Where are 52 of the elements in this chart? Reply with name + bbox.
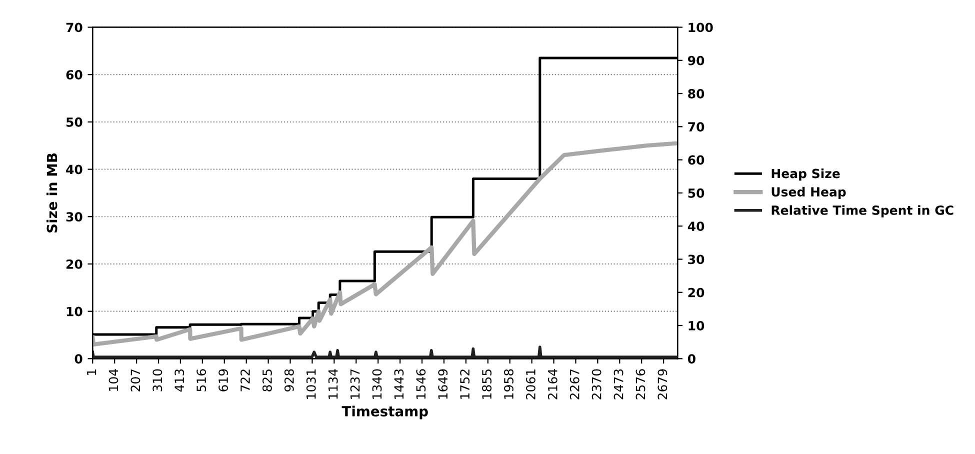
x-tick-label: 1546 — [416, 369, 426, 399]
legend-label: Heap Size — [772, 168, 840, 181]
x-tick-label: 516 — [196, 369, 206, 392]
legend-label: Relative Time Spent in GC — [772, 205, 954, 218]
x-tick-label: 1649 — [438, 369, 448, 399]
y2-tick-label: 10 — [688, 320, 704, 330]
x-tick-label: 310 — [152, 369, 162, 392]
y2-tick-label: 60 — [688, 155, 704, 165]
x-tick-label: 1752 — [460, 370, 470, 399]
x-tick-label: 1031 — [306, 370, 316, 399]
y2-tick-label: 80 — [688, 88, 704, 98]
y-axis-title: Size in MB — [46, 153, 58, 232]
x-tick-label: 2473 — [614, 369, 624, 400]
y-tick-label: 30 — [66, 212, 82, 222]
legend-label: Used Heap — [772, 186, 846, 199]
x-tick-label: 1134 — [328, 369, 338, 399]
y-tick-label: 40 — [66, 164, 82, 174]
y2-tick-label: 0 — [688, 354, 696, 364]
y-tick-label: 20 — [66, 259, 82, 269]
x-tick-label: 1237 — [350, 369, 360, 399]
x-tick-label: 2267 — [570, 369, 580, 400]
x-tick-label: 2679 — [658, 369, 668, 400]
x-tick-label: 619 — [218, 369, 228, 392]
y2-tick-label: 30 — [688, 254, 704, 264]
x-tick-label: 1958 — [504, 369, 514, 399]
y2-tick-label: 40 — [688, 222, 704, 232]
x-tick-label: 207 — [130, 369, 140, 392]
x-tick-label: 2370 — [592, 369, 602, 400]
y-tick-label: 0 — [74, 354, 82, 364]
x-tick-label: 1 — [86, 370, 96, 375]
x-tick-label: 928 — [284, 369, 294, 392]
y2-tick-label: 90 — [688, 56, 704, 66]
x-tick-label: 104 — [108, 369, 118, 391]
y-tick-label: 70 — [66, 22, 82, 32]
y-tick-label: 60 — [66, 70, 82, 80]
x-tick-label: 1855 — [482, 369, 492, 399]
x-tick-label: 1340 — [372, 369, 382, 399]
y2-tick-label: 70 — [688, 122, 704, 132]
x-tick-label: 2061 — [526, 370, 536, 400]
x-tick-label: 1443 — [394, 369, 404, 399]
y2-tick-label: 50 — [688, 188, 704, 198]
x-tick-label: 413 — [174, 369, 184, 392]
x-tick-label: 825 — [262, 369, 272, 392]
y-tick-label: 50 — [66, 117, 82, 127]
y2-tick-label: 20 — [688, 288, 704, 298]
y2-tick-label: 100 — [688, 22, 713, 32]
x-tick-label: 2576 — [636, 369, 646, 400]
x-axis-title: Timestamp — [342, 406, 428, 420]
x-tick-label: 2164 — [548, 369, 558, 400]
line-series — [92, 141, 678, 347]
x-tick-label: 722 — [240, 370, 250, 392]
y-tick-label: 10 — [66, 306, 82, 316]
